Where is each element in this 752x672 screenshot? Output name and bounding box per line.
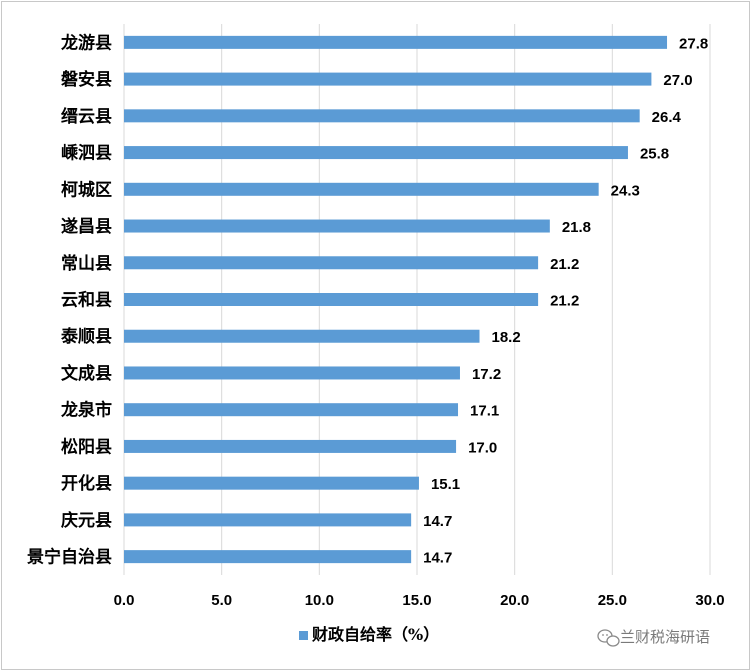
bar bbox=[124, 35, 668, 49]
value-label: 26.4 bbox=[652, 109, 682, 126]
x-tick-label: 20.0 bbox=[500, 592, 529, 609]
bar bbox=[124, 109, 640, 123]
category-label: 文成县 bbox=[61, 363, 112, 384]
bar bbox=[124, 476, 419, 490]
x-tick-label: 5.0 bbox=[211, 592, 232, 609]
x-tick-label: 10.0 bbox=[305, 592, 334, 609]
value-label: 17.0 bbox=[468, 439, 497, 456]
value-label: 27.8 bbox=[679, 35, 708, 52]
value-label: 25.8 bbox=[640, 146, 669, 163]
category-label: 磐安县 bbox=[60, 69, 112, 90]
value-label: 17.1 bbox=[470, 403, 499, 420]
bar bbox=[124, 550, 412, 564]
x-tick-label: 15.0 bbox=[402, 592, 431, 609]
legend-label: 财政自给率（%） bbox=[311, 625, 439, 644]
bar bbox=[124, 182, 599, 196]
value-label: 14.7 bbox=[423, 513, 452, 530]
value-label: 21.2 bbox=[550, 256, 579, 273]
category-label: 泰顺县 bbox=[61, 326, 112, 347]
bar bbox=[124, 403, 459, 417]
watermark: 兰财税海研语 bbox=[597, 628, 710, 647]
value-label: 21.8 bbox=[562, 219, 591, 236]
bars bbox=[124, 35, 668, 564]
x-tick-label: 25.0 bbox=[598, 592, 627, 609]
legend-swatch bbox=[299, 631, 308, 640]
value-label: 17.2 bbox=[472, 366, 501, 383]
category-label: 遂昌县 bbox=[61, 216, 112, 237]
category-label: 龙泉市 bbox=[60, 400, 112, 421]
category-label: 缙云县 bbox=[61, 106, 112, 127]
category-label: 开化县 bbox=[61, 473, 112, 494]
category-label: 龙游县 bbox=[60, 32, 112, 53]
bar bbox=[124, 366, 460, 380]
category-label: 景宁自治县 bbox=[27, 547, 112, 568]
category-label: 常山县 bbox=[61, 253, 112, 274]
watermark-text: 兰财税海研语 bbox=[620, 628, 710, 646]
category-label: 云和县 bbox=[61, 291, 112, 311]
bar bbox=[124, 329, 480, 343]
value-label: 15.1 bbox=[431, 476, 460, 493]
wechat-icon bbox=[597, 629, 620, 647]
bar bbox=[124, 293, 539, 306]
category-label: 嵊泗县 bbox=[61, 143, 112, 164]
bar bbox=[124, 219, 550, 233]
bar bbox=[124, 513, 412, 527]
value-label: 24.3 bbox=[611, 182, 640, 199]
category-label: 柯城区 bbox=[61, 179, 112, 200]
x-tick-label: 0.0 bbox=[114, 592, 135, 609]
bar bbox=[124, 146, 628, 160]
value-label: 27.0 bbox=[663, 72, 692, 89]
value-label: 18.2 bbox=[492, 329, 521, 346]
value-labels: 27.8 27.0 26.4 25.8 24.3 21.8 21.2 21.2 18.2 17.2… bbox=[423, 35, 708, 566]
value-label: 14.7 bbox=[423, 550, 452, 567]
x-tick-labels: 0.0 5.0 10.0 15.0 20.0 25.0 30.0 bbox=[114, 592, 725, 609]
value-label: 21.2 bbox=[550, 293, 579, 310]
bar bbox=[124, 72, 652, 86]
bar bbox=[124, 256, 539, 270]
x-tick-label: 30.0 bbox=[695, 592, 724, 609]
bar bbox=[124, 439, 457, 453]
category-label: 庆元县 bbox=[61, 510, 112, 531]
category-labels: 龙游县磐安县缙云县嵊泗县柯城区遂昌县常山县云和县泰顺县文成县龙泉市松阳县开化县庆… bbox=[27, 32, 112, 567]
category-label: 松阳县 bbox=[61, 436, 112, 457]
legend: 财政自给率（%） bbox=[299, 625, 439, 644]
